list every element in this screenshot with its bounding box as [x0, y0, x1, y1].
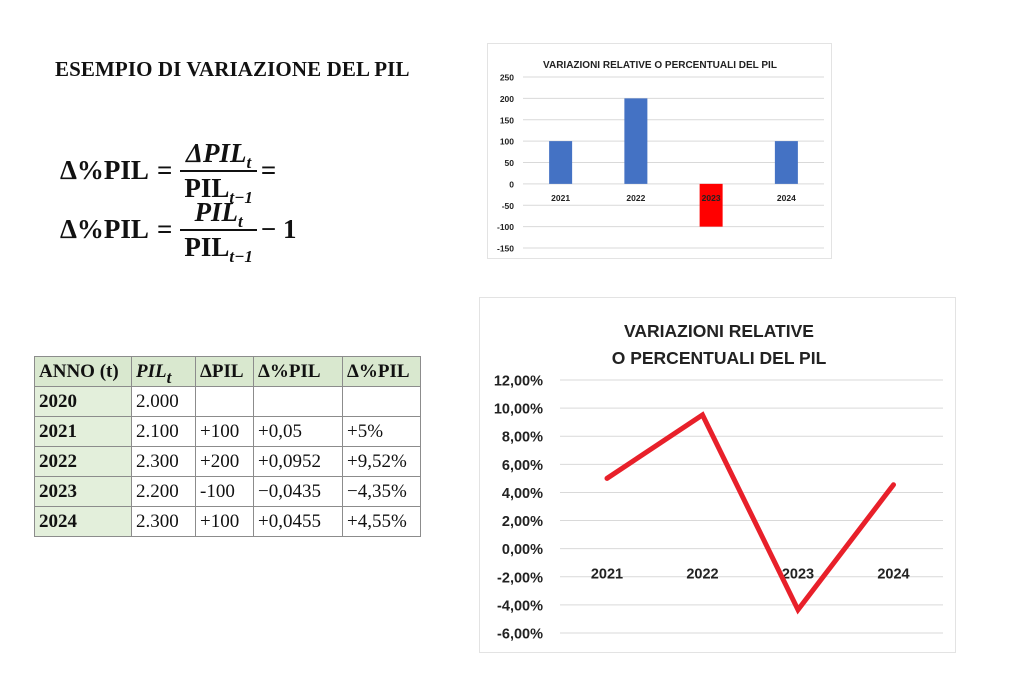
cell-anno: 2023	[34, 476, 132, 507]
y-tick-label: 12,00%	[494, 374, 543, 390]
cell-delta-pil: +200	[195, 446, 254, 477]
y-tick-label: 8,00%	[502, 430, 543, 446]
cell-delta-pil	[195, 386, 254, 417]
line-series	[604, 411, 896, 615]
bar-chart-title: VARIAZIONI RELATIVE O PERCENTUALI DEL PI…	[543, 60, 777, 71]
formula-fraction: PILt PILt−1	[180, 197, 257, 265]
x-tick-label: 2024	[777, 193, 796, 203]
formula-equals: =	[156, 155, 173, 185]
y-tick-label: 10,00%	[494, 402, 543, 418]
header-pct-pil: Δ%PIL	[342, 356, 421, 387]
cell-var-pil: +0,0455	[253, 506, 343, 537]
formula-equals: =	[156, 214, 173, 244]
cell-pil: 2.300	[131, 446, 196, 477]
cell-pct-pil	[342, 386, 421, 417]
y-tick-label: -4,00%	[497, 598, 543, 614]
table-row: 2022 2.300 +200 +0,0952 +9,52%	[34, 446, 421, 477]
formula-line-1: Δ%PIL = ΔPILt PILt−1 =	[60, 138, 277, 206]
cell-delta-pil: -100	[195, 476, 254, 507]
cell-anno: 2022	[34, 446, 132, 477]
formula-lhs: Δ%PIL	[60, 214, 149, 244]
pil-table: ANNO (t) PILt ΔPIL Δ%PIL Δ%PIL 2020 2.000…	[34, 356, 421, 537]
cell-pil: 2.200	[131, 476, 196, 507]
x-tick-label: 2022	[686, 567, 718, 583]
table-row: 2020 2.000	[34, 386, 421, 417]
cell-var-pil	[253, 386, 343, 417]
cell-pil: 2.100	[131, 416, 196, 447]
y-tick-label: -6,00%	[497, 627, 543, 643]
line-chart: VARIAZIONI RELATIVE O PERCENTUALI DEL PI…	[479, 297, 956, 653]
y-tick-label: 100	[500, 137, 514, 147]
y-tick-label: -150	[497, 244, 514, 254]
y-tick-label: -2,00%	[497, 570, 543, 586]
formula-fraction: ΔPILt PILt−1	[180, 138, 257, 206]
cell-pct-pil: −4,35%	[342, 476, 421, 507]
x-tick-label: 2022	[626, 193, 645, 203]
cell-pil: 2.300	[131, 506, 196, 537]
x-tick-label: 2023	[702, 193, 721, 203]
bar-2022	[624, 98, 648, 184]
formula-denominator: PILt−1	[180, 170, 257, 206]
y-tick-label: 50	[505, 158, 515, 168]
header-delta-pil: ΔPIL	[195, 356, 254, 387]
cell-anno: 2020	[34, 386, 132, 417]
x-tick-label: 2024	[877, 567, 909, 583]
header-var-pil: Δ%PIL	[253, 356, 343, 387]
cell-var-pil: +0,05	[253, 416, 343, 447]
y-tick-label: 0,00%	[502, 542, 543, 558]
page-title: ESEMPIO DI VARIAZIONE DEL PIL	[55, 57, 410, 81]
table-row: 2024 2.300 +100 +0,0455 +4,55%	[34, 506, 421, 537]
cell-var-pil: −0,0435	[253, 476, 343, 507]
cell-pct-pil: +9,52%	[342, 446, 421, 477]
line-chart-title-line-2: O PERCENTUALI DEL PIL	[612, 348, 827, 368]
formula-line-2: Δ%PIL = PILt PILt−1 − 1	[60, 197, 297, 265]
formula-tail: − 1	[260, 214, 297, 244]
y-tick-label: 0	[509, 179, 514, 189]
line-chart-title-line-1: VARIAZIONI RELATIVE	[624, 321, 814, 341]
x-tick-label: 2021	[551, 193, 570, 203]
cell-var-pil: +0,0952	[253, 446, 343, 477]
cell-delta-pil: +100	[195, 506, 254, 537]
header-anno: ANNO (t)	[34, 356, 132, 387]
x-tick-label: 2023	[782, 567, 814, 583]
cell-pct-pil: +4,55%	[342, 506, 421, 537]
formula-numerator: PILt	[194, 197, 243, 231]
y-tick-label: 200	[500, 94, 514, 104]
formula-numerator: ΔPILt	[186, 138, 252, 172]
line-chart-plot: VARIAZIONI RELATIVE O PERCENTUALI DEL PI…	[494, 321, 943, 643]
bar-2024	[774, 141, 798, 184]
cell-anno: 2024	[34, 506, 132, 537]
y-tick-label: 6,00%	[502, 458, 543, 474]
y-tick-label: 250	[500, 73, 514, 83]
table-header-row: ANNO (t) PILt ΔPIL Δ%PIL Δ%PIL	[34, 356, 421, 387]
y-tick-label: 4,00%	[502, 486, 543, 502]
formula-lhs: Δ%PIL	[60, 155, 149, 185]
table-row: 2023 2.200 -100 −0,0435 −4,35%	[34, 476, 421, 507]
y-tick-label: -100	[497, 222, 514, 232]
formula-tail: =	[260, 155, 277, 185]
table-row: 2021 2.100 +100 +0,05 +5%	[34, 416, 421, 447]
bar-2023	[699, 183, 723, 227]
y-tick-label: -50	[502, 201, 515, 211]
formula-denominator: PILt−1	[180, 229, 257, 265]
cell-anno: 2021	[34, 416, 132, 447]
cell-pil: 2.000	[131, 386, 196, 417]
bar-chart: VARIAZIONI RELATIVE O PERCENTUALI DEL PI…	[487, 43, 832, 259]
y-tick-label: 150	[500, 115, 514, 125]
header-pil: PILt	[131, 356, 196, 387]
x-tick-label: 2021	[591, 567, 623, 583]
bar-chart-plot: VARIAZIONI RELATIVE O PERCENTUALI DEL PI…	[497, 60, 824, 254]
cell-pct-pil: +5%	[342, 416, 421, 447]
cell-delta-pil: +100	[195, 416, 254, 447]
bar-2021	[549, 141, 573, 184]
y-tick-label: 2,00%	[502, 514, 543, 530]
